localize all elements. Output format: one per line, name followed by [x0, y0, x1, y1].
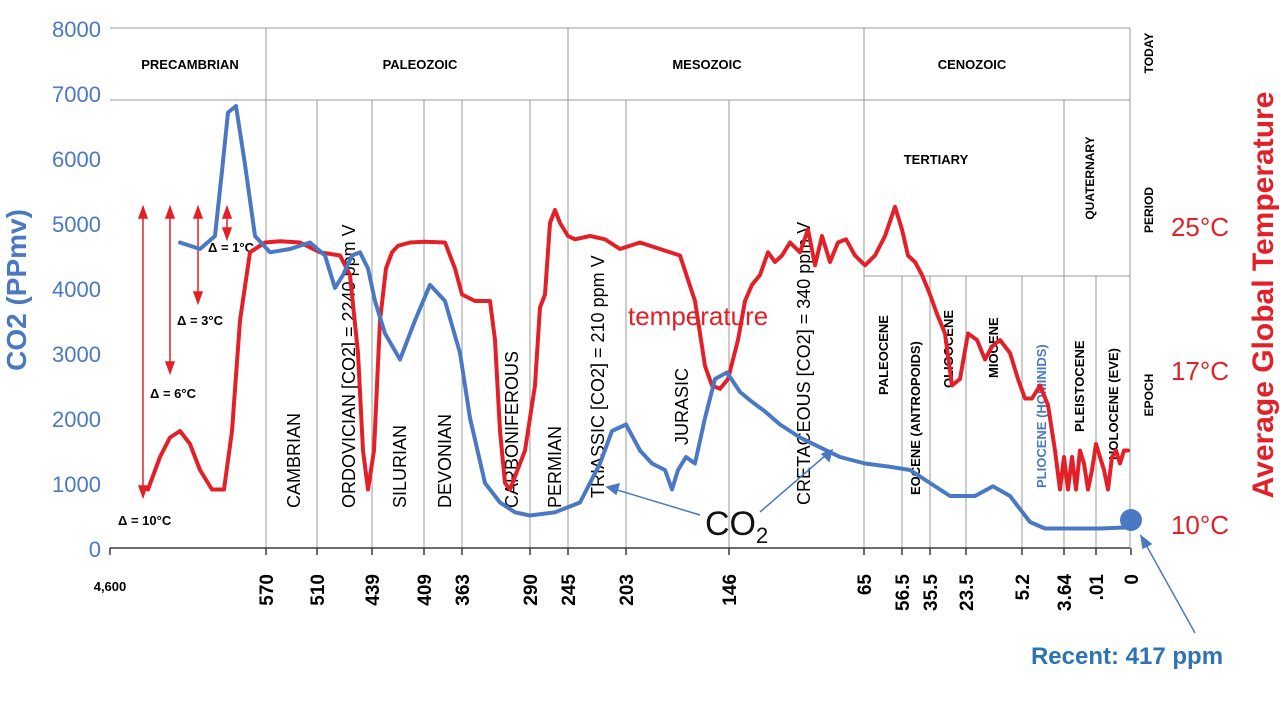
- y-tick-label: 3000: [52, 342, 101, 367]
- era-cenozoic: CENOZOIC: [938, 57, 1007, 72]
- x-tick-label: 146: [720, 574, 741, 606]
- period-quaternary: QUATERNARY: [1083, 136, 1097, 219]
- x-tick-label: 35.5: [921, 574, 942, 611]
- period-devonian: DEVONIAN: [435, 414, 455, 508]
- x-tick-label: 4,600: [94, 579, 127, 594]
- period-cambrian: CAMBRIAN: [284, 413, 304, 508]
- delta-6: Δ = 6°C: [150, 386, 197, 401]
- x-tick-label: 363: [453, 574, 474, 606]
- co2-label-arrows: [605, 448, 834, 516]
- co2-line: [178, 104, 1133, 531]
- epoch-pleistocene: PLEISTOCENE: [1072, 340, 1087, 432]
- y-tick-label: 8000: [52, 17, 101, 42]
- period-permian: PERMIAN: [545, 426, 565, 508]
- y-tick-label: 2000: [52, 407, 101, 432]
- x-tick-label: .01: [1087, 574, 1108, 601]
- x-tick-label: 0: [1122, 574, 1143, 585]
- delta-3: Δ = 3°C: [177, 313, 224, 328]
- y-tick-label: 4000: [52, 277, 101, 302]
- left-axis-title: CO2 (PPmv): [1, 209, 32, 371]
- y-tick-label: 0: [89, 537, 101, 562]
- era-paleozoic: PALEOZOIC: [383, 57, 458, 72]
- period-silurian: SILURIAN: [390, 425, 410, 508]
- recent-annotation: Recent: 417 ppm: [1031, 643, 1223, 670]
- temp-tick-25: 25°C: [1171, 212, 1229, 242]
- left-y-axis: 0 1000 2000 3000 4000 5000 6000 7000 8000: [52, 17, 101, 562]
- temp-tick-17: 17°C: [1171, 356, 1229, 386]
- temperature-line: [146, 204, 1130, 492]
- left-axis-title-text: CO2 (PPmv): [1, 209, 32, 371]
- x-tick-label: 245: [559, 574, 580, 606]
- current-co2-marker: [1120, 509, 1142, 531]
- epoch-holocene: HOLOCENE (EVE): [1106, 348, 1121, 460]
- epoch-row-label: EPOCH: [1142, 374, 1156, 417]
- x-tick-label: 510: [308, 574, 329, 606]
- delta-10: Δ = 10°C: [118, 513, 172, 528]
- temp-tick-10: 10°C: [1171, 510, 1229, 540]
- temperature-label: temperature: [628, 301, 768, 331]
- period-jurasic: JURASIC: [672, 368, 692, 445]
- co2-series-label-sub: 2: [756, 523, 768, 548]
- y-tick-label: 1000: [52, 472, 101, 497]
- recent-arrow: [1139, 534, 1196, 634]
- x-tick-label: 65: [855, 574, 876, 596]
- x-axis-tick-labels: 4,600 570 510 439 409 363 290 245 203 146 65 56.5 35…: [94, 574, 1143, 611]
- x-tick-label: 3.64: [1055, 574, 1076, 611]
- period-tertiary: TERTIARY: [904, 152, 969, 167]
- period-cretaceous: CRETACEOUS [CO2] = 340 ppm V: [794, 222, 814, 505]
- right-axis-title: Average Global Temperature: [1247, 92, 1280, 499]
- period-row-label: PERIOD: [1142, 187, 1156, 233]
- x-tick-label: 56.5: [893, 574, 914, 611]
- co2-series-label-main: CO: [705, 505, 756, 543]
- co2-series-label: CO2: [705, 505, 768, 548]
- epoch-paleocene: PALEOCENE: [876, 315, 891, 395]
- x-tick-label: 23.5: [957, 574, 978, 611]
- era-mesozoic: MESOZOIC: [672, 57, 742, 72]
- chart-frame: [110, 27, 1131, 548]
- y-tick-label: 6000: [52, 147, 101, 172]
- x-tick-label: 290: [521, 574, 542, 606]
- x-tick-label: 203: [617, 574, 638, 606]
- era-precambrian: PRECAMBRIAN: [141, 57, 239, 72]
- delta-arrows: [137, 204, 233, 500]
- today-label: TODAY: [1142, 33, 1156, 74]
- period-ordovician: ORDOVICIAN [CO2] = 2240 ppm V: [339, 224, 359, 508]
- y-tick-label: 5000: [52, 212, 101, 237]
- x-axis-ticks: [109, 548, 1132, 555]
- x-tick-label: 570: [257, 574, 278, 606]
- period-triassic: TRIASSIC [CO2] = 210 ppm V: [588, 255, 608, 498]
- epoch-pliocene: PLIOCENE (HOMINIDS): [1034, 344, 1049, 488]
- delta-1: Δ = 1°C: [208, 240, 255, 255]
- epoch-eocene: EOCENE (ANTROPOIDS): [908, 341, 923, 495]
- x-tick-label: 409: [415, 574, 436, 606]
- x-tick-label: 439: [363, 574, 384, 606]
- x-tick-label: 5.2: [1013, 574, 1034, 600]
- y-tick-label: 7000: [52, 82, 101, 107]
